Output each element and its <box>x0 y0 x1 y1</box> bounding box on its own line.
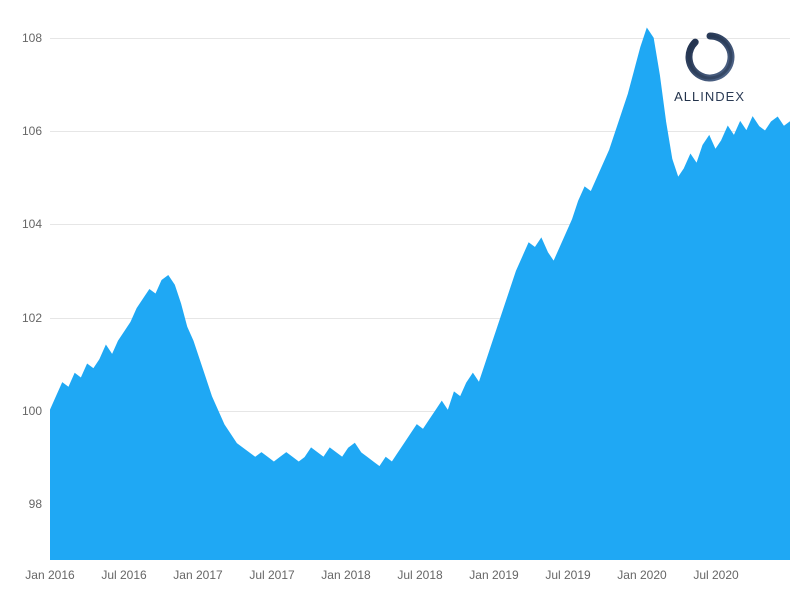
y-tick-label: 106 <box>22 124 42 138</box>
area-series <box>50 29 790 560</box>
y-tick-label: 102 <box>22 311 42 325</box>
x-tick-label: Jan 2019 <box>469 568 518 582</box>
area-chart: 98 100 102 104 106 108 Jan 2016 Jul 2016 Jan 20… <box>0 0 800 600</box>
x-tick-label: Jul 2020 <box>693 568 738 582</box>
logo-text: ALLINDEX <box>674 89 745 104</box>
y-tick-label: 100 <box>22 404 42 418</box>
y-tick-label: 108 <box>22 31 42 45</box>
x-tick-label: Jan 2018 <box>321 568 370 582</box>
logo-text-suffix: INDEX <box>700 89 745 104</box>
logo-text-prefix: ALL <box>674 89 700 104</box>
x-tick-label: Jul 2017 <box>249 568 294 582</box>
x-tick-label: Jan 2020 <box>617 568 666 582</box>
x-tick-label: Jan 2017 <box>173 568 222 582</box>
y-tick-label: 104 <box>22 217 42 231</box>
x-tick-label: Jul 2016 <box>101 568 146 582</box>
allindex-logo: ALLINDEX <box>674 32 745 104</box>
x-tick-label: Jul 2019 <box>545 568 590 582</box>
y-tick-label: 98 <box>29 497 42 511</box>
x-tick-label: Jul 2018 <box>397 568 442 582</box>
x-tick-label: Jan 2016 <box>25 568 74 582</box>
logo-ring-icon <box>685 32 735 82</box>
